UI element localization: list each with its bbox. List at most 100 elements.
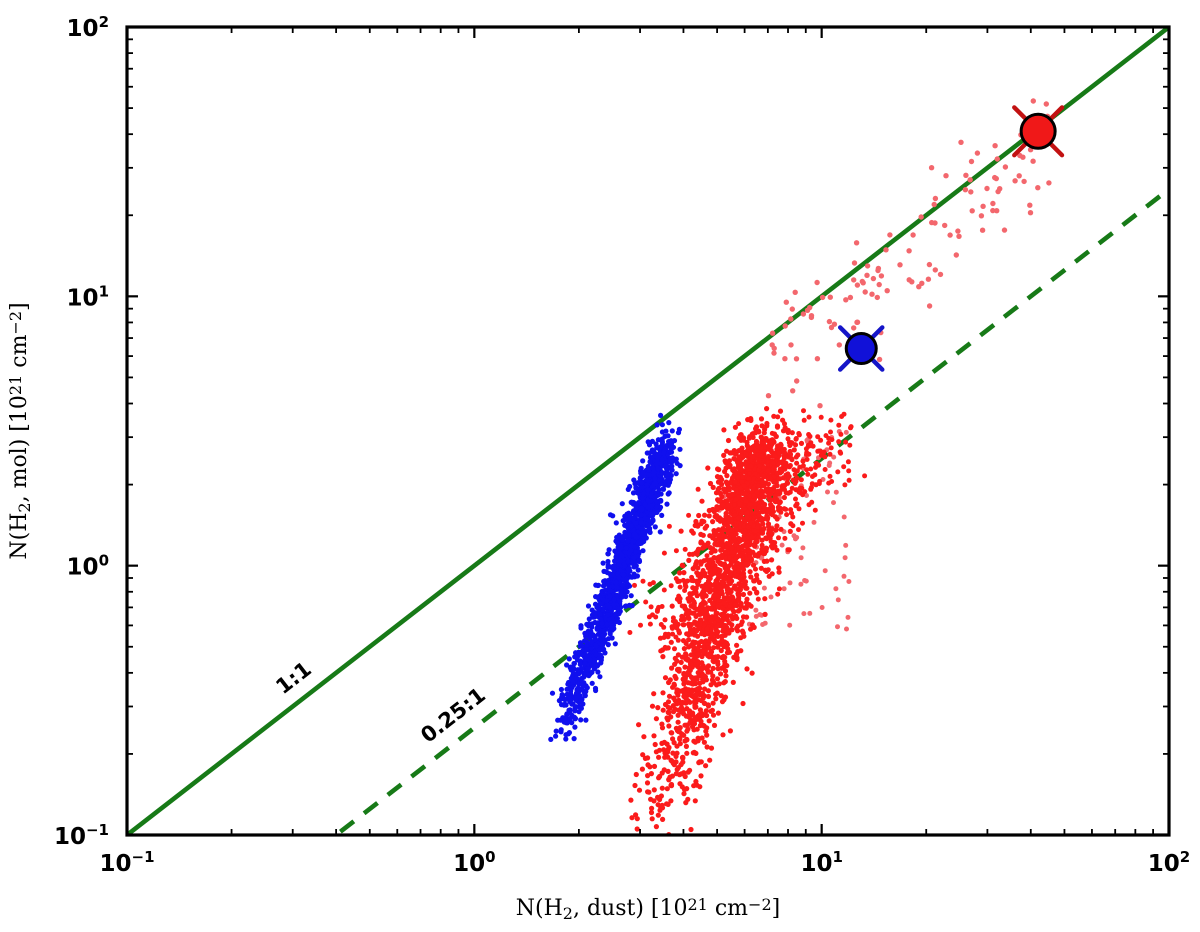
data-point bbox=[650, 517, 656, 523]
data-point bbox=[726, 620, 732, 626]
data-point bbox=[632, 582, 637, 588]
data-point bbox=[708, 745, 715, 751]
data-point bbox=[737, 467, 743, 473]
data-point bbox=[744, 585, 750, 591]
data-point bbox=[558, 727, 564, 733]
data-point bbox=[662, 617, 668, 623]
data-point bbox=[827, 451, 833, 457]
axis-ticks bbox=[125, 25, 1171, 837]
data-point bbox=[593, 663, 599, 669]
data-point bbox=[685, 726, 691, 732]
data-point bbox=[666, 523, 672, 529]
data-point bbox=[968, 158, 975, 165]
data-point bbox=[666, 490, 672, 496]
data-point bbox=[683, 713, 689, 719]
data-point bbox=[727, 580, 733, 587]
data-point bbox=[725, 437, 732, 444]
data-point bbox=[681, 622, 687, 628]
data-point bbox=[697, 784, 703, 790]
data-point bbox=[666, 710, 672, 716]
blue-total-marker[interactable] bbox=[837, 325, 885, 372]
y-axis-tick-labels: 10−1 100 101 102 bbox=[54, 13, 109, 850]
data-point bbox=[992, 143, 998, 149]
data-point bbox=[737, 537, 743, 542]
data-point bbox=[750, 562, 757, 568]
data-point bbox=[770, 460, 776, 466]
data-point bbox=[739, 571, 744, 577]
data-point bbox=[608, 620, 614, 627]
data-point bbox=[625, 566, 632, 573]
data-point bbox=[609, 572, 616, 578]
data-point bbox=[758, 453, 764, 459]
data-point bbox=[838, 431, 844, 437]
data-point bbox=[657, 529, 663, 535]
data-point bbox=[645, 773, 651, 779]
data-point bbox=[724, 448, 730, 454]
data-point bbox=[620, 582, 626, 588]
data-point bbox=[646, 527, 652, 533]
data-point bbox=[652, 476, 658, 482]
data-point bbox=[633, 549, 639, 555]
data-point bbox=[721, 452, 727, 458]
data-point bbox=[776, 450, 782, 456]
data-point bbox=[969, 208, 975, 214]
data-point bbox=[815, 448, 821, 454]
data-point bbox=[653, 824, 660, 830]
data-point bbox=[562, 696, 568, 703]
data-point bbox=[700, 568, 706, 573]
data-point bbox=[705, 578, 712, 585]
red-total-marker[interactable] bbox=[1012, 105, 1065, 158]
data-point bbox=[812, 472, 818, 478]
data-point bbox=[808, 466, 814, 472]
data-point bbox=[694, 559, 700, 565]
data-point bbox=[649, 816, 655, 822]
data-point bbox=[622, 603, 629, 609]
data-point bbox=[701, 673, 707, 679]
data-point bbox=[715, 644, 721, 650]
data-point bbox=[633, 484, 639, 490]
data-point bbox=[990, 200, 996, 207]
data-point bbox=[581, 671, 587, 677]
data-point bbox=[668, 448, 674, 455]
data-point bbox=[593, 642, 599, 648]
data-point bbox=[782, 535, 788, 541]
data-point bbox=[727, 572, 733, 578]
data-point bbox=[628, 499, 634, 505]
data-point bbox=[776, 500, 783, 506]
data-point bbox=[767, 440, 773, 446]
data-point bbox=[793, 442, 799, 448]
data-point bbox=[724, 545, 729, 551]
data-point bbox=[764, 513, 770, 520]
data-point bbox=[636, 722, 642, 728]
data-point bbox=[617, 598, 623, 604]
data-point bbox=[772, 453, 778, 458]
data-point bbox=[594, 626, 600, 632]
data-point bbox=[738, 432, 744, 438]
data-point bbox=[716, 598, 722, 603]
data-point bbox=[665, 768, 671, 775]
data-point bbox=[660, 654, 666, 660]
data-point bbox=[639, 495, 646, 501]
data-point bbox=[760, 479, 765, 485]
data-point bbox=[658, 412, 664, 418]
data-point bbox=[803, 446, 809, 452]
data-point bbox=[789, 457, 795, 463]
data-point bbox=[571, 736, 577, 742]
data-point bbox=[851, 260, 858, 266]
data-point bbox=[736, 545, 741, 551]
data-point bbox=[769, 330, 776, 336]
data-point bbox=[693, 778, 699, 785]
data-point bbox=[766, 523, 771, 529]
data-point bbox=[730, 607, 735, 612]
data-point bbox=[770, 506, 775, 512]
data-point bbox=[693, 550, 699, 556]
data-point bbox=[774, 423, 781, 429]
data-point bbox=[645, 439, 651, 445]
data-point bbox=[662, 754, 668, 760]
data-point bbox=[751, 578, 757, 584]
data-point bbox=[792, 481, 798, 486]
data-point bbox=[561, 702, 567, 708]
data-point bbox=[707, 597, 713, 604]
data-point bbox=[689, 643, 696, 649]
data-point bbox=[598, 616, 604, 622]
